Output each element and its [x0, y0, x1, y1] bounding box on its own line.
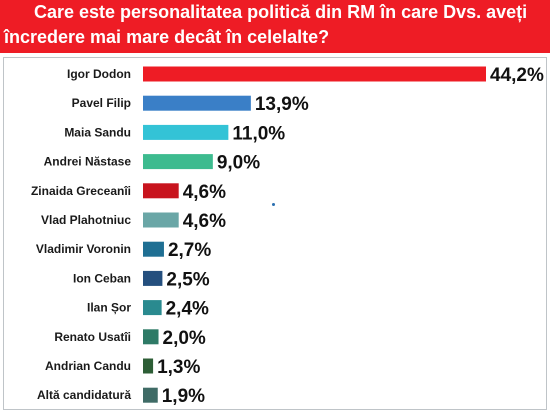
- bar-andrian-candu: [143, 358, 154, 374]
- bar-maia-sandu: [143, 124, 229, 140]
- bar-vlad-plahotniuc: [143, 212, 179, 228]
- category-label-maia-sandu: Maia Sandu: [64, 125, 131, 139]
- value-label-vladimir-voronin: 2,7%: [168, 240, 211, 261]
- chart-title-line-1: Care este personalitatea politică din RM…: [34, 2, 528, 22]
- value-label-ion-ceban: 2,5%: [166, 269, 209, 290]
- category-label-pavel-filip: Pavel Filip: [72, 96, 131, 110]
- value-label-renato-usatii: 2,0%: [163, 328, 206, 349]
- category-label-zinaida-greceanii: Zinaida Greceanîi: [31, 184, 131, 198]
- bar-renato-usatii: [143, 329, 159, 345]
- chart-title-banner: Care este personalitatea politică din RM…: [0, 0, 550, 53]
- category-label-renato-usatii: Renato Usatîi: [54, 330, 131, 344]
- bar-vladimir-voronin: [143, 241, 164, 257]
- category-label-andrian-candu: Andrian Candu: [45, 359, 131, 373]
- bar-zinaida-greceanii: [143, 183, 179, 199]
- category-label-andrei-nastase: Andrei Năstase: [44, 155, 132, 169]
- bar-ilan-sor: [143, 300, 162, 316]
- category-label-ion-ceban: Ion Ceban: [73, 271, 131, 285]
- value-label-maia-sandu: 11,0%: [232, 123, 285, 144]
- value-label-alta-candidatura: 1,9%: [162, 386, 205, 407]
- bar-pavel-filip: [143, 95, 251, 111]
- bar-ion-ceban: [143, 270, 163, 286]
- bar-alta-candidatura: [143, 387, 158, 403]
- value-label-pavel-filip: 13,9%: [255, 94, 309, 115]
- chart-frame: [3, 57, 547, 410]
- bar-andrei-nastase: [143, 154, 213, 170]
- bar-igor-dodon: [143, 66, 486, 82]
- category-label-ilan-sor: Ilan Șor: [87, 301, 131, 315]
- chart-title-line-2: încredere mai mare decât în celelalte?: [4, 27, 330, 47]
- category-label-vlad-plahotniuc: Vlad Plahotniuc: [41, 213, 131, 227]
- value-label-ilan-sor: 2,4%: [166, 299, 209, 320]
- value-label-andrei-nastase: 9,0%: [217, 153, 260, 174]
- category-label-alta-candidatura: Altă candidatură: [37, 388, 131, 402]
- category-label-igor-dodon: Igor Dodon: [67, 67, 131, 81]
- value-label-vlad-plahotniuc: 4,6%: [183, 211, 226, 232]
- value-label-zinaida-greceanii: 4,6%: [183, 182, 226, 203]
- value-label-igor-dodon: 44,2%: [490, 65, 544, 86]
- category-label-vladimir-voronin: Vladimir Voronin: [36, 242, 131, 256]
- value-label-andrian-candu: 1,3%: [157, 357, 200, 378]
- stray-dot-mark: [272, 203, 275, 206]
